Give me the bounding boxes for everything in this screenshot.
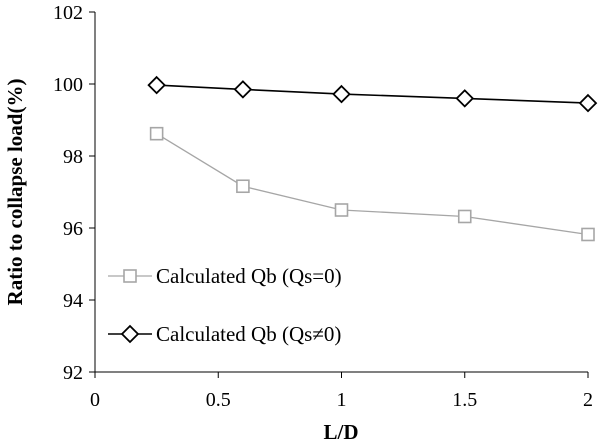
x-tick-label: 1.5 <box>452 389 477 411</box>
legend: Calculated Qb (Qs=0) Calculated Qb (Qs≠0) <box>108 264 342 346</box>
x-tick-label: 0.5 <box>206 389 231 411</box>
legend-item-1: Calculated Qb (Qs=0) <box>108 264 342 288</box>
x-tick-label: 0 <box>90 389 100 411</box>
series-2-point <box>455 89 475 108</box>
series-1-point <box>581 227 595 242</box>
legend-swatch-marker <box>120 324 140 344</box>
series-2-point <box>147 75 166 95</box>
y-tick-label: 92 <box>63 362 83 384</box>
series-1-point <box>334 203 349 217</box>
series-1-line <box>156 133 589 236</box>
legend-label: Calculated Qb (Qs=0) <box>156 264 342 288</box>
y-tick-label: 94 <box>63 290 83 312</box>
y-axis-title: Ratio to collapse load(%) <box>3 79 27 306</box>
legend-item-2: Calculated Qb (Qs≠0) <box>108 322 341 346</box>
series-1-point <box>149 126 164 141</box>
series-1 <box>149 126 595 242</box>
y-tick-label: 96 <box>63 218 83 240</box>
series-1-point <box>236 179 250 194</box>
series-2-point <box>578 93 598 113</box>
y-tick-label: 98 <box>63 146 83 168</box>
y-ticks: 92 94 96 98 100 102 <box>53 2 95 384</box>
series-1-point <box>457 209 472 224</box>
x-ticks: 0 0.5 1 1.5 2 <box>90 372 593 411</box>
y-tick-label: 102 <box>53 2 83 24</box>
x-axis-title: L/D <box>323 420 358 444</box>
series-2-point <box>233 80 253 99</box>
y-tick-label: 100 <box>53 74 83 96</box>
legend-swatch-marker <box>123 269 137 283</box>
x-tick-label: 2 <box>583 389 593 411</box>
axes <box>94 12 588 373</box>
series-2-point <box>332 84 351 104</box>
series-2-line <box>156 84 589 104</box>
series-layer <box>147 75 598 242</box>
x-tick-label: 1 <box>337 389 347 411</box>
legend-label: Calculated Qb (Qs≠0) <box>156 322 341 346</box>
series-2 <box>147 75 598 113</box>
